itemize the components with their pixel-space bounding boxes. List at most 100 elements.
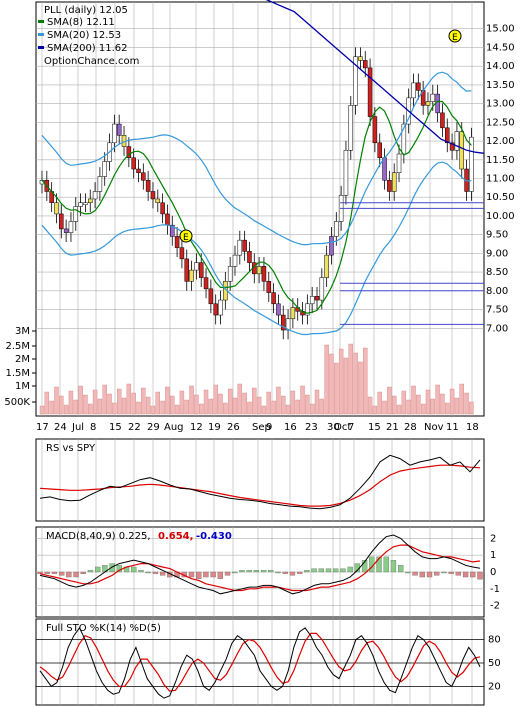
candle-body	[319, 277, 325, 301]
candle-body	[83, 202, 88, 205]
candle-body	[160, 202, 165, 215]
candle-body	[411, 82, 416, 99]
macd-y-tick: 1	[490, 550, 496, 561]
candle-body	[391, 172, 397, 192]
volume-bar	[358, 361, 363, 415]
volume-bar	[261, 405, 267, 415]
candle-body	[102, 161, 107, 177]
sto-y-tick: 80	[488, 635, 501, 646]
price-y-tick: 7.00	[486, 323, 508, 334]
rs-plot-frame	[35, 438, 485, 522]
macd-histogram-bar	[347, 566, 353, 573]
candle-body	[150, 191, 156, 200]
volume-bar	[170, 395, 175, 415]
candle-body	[87, 198, 93, 203]
rs-label: RS vs SPY	[46, 443, 96, 454]
candle-body	[155, 198, 161, 203]
macd-histogram-bar	[268, 570, 274, 573]
candle-body	[59, 213, 64, 230]
macd-histogram-bar	[66, 571, 72, 578]
volume-bar	[199, 403, 204, 415]
volume-y-tick: 3M	[15, 326, 30, 337]
date-tick: 22	[128, 422, 141, 433]
candle-body	[174, 236, 180, 248]
volume-bar	[256, 396, 262, 415]
candle-body	[126, 146, 132, 159]
candle-body	[367, 67, 373, 117]
date-tick: 26	[227, 422, 240, 433]
candle-body	[261, 266, 267, 282]
rs-panel: RS vs SPY	[35, 438, 485, 522]
volume-bar	[92, 389, 98, 415]
volume-bar	[324, 344, 329, 415]
volume-bar	[44, 391, 50, 415]
candle-body	[430, 93, 436, 102]
macd-histogram-bar	[297, 571, 303, 574]
volume-bar	[97, 398, 103, 415]
volume-bar	[218, 393, 223, 415]
price-y-tick: 15.00	[486, 24, 515, 35]
price-y-tick: 14.50	[486, 42, 515, 53]
volume-bar	[276, 386, 281, 415]
stochastic-panel: 80 50 20 Full STO %K(14) %D(5)	[35, 618, 501, 706]
candle-body	[112, 123, 117, 144]
candle-body	[213, 303, 218, 316]
candle-body	[218, 299, 223, 316]
volume-bar	[121, 397, 127, 415]
macd-histogram-bar	[51, 571, 58, 574]
legend-swatch-sma200	[38, 46, 44, 49]
macd-histogram-bar	[239, 570, 245, 573]
macd-histogram-bar	[398, 565, 404, 573]
candle-body	[194, 262, 199, 271]
macd-histogram-bar	[109, 563, 115, 573]
volume-bar	[208, 398, 214, 415]
macd-histogram-bar	[462, 571, 469, 578]
candle-body	[416, 82, 421, 91]
volume-bar	[372, 405, 378, 415]
price-y-tick: 11.00	[486, 174, 515, 185]
macd-y-tick: 2	[490, 533, 496, 544]
candle-body	[179, 247, 185, 260]
macd-signal-line	[39, 544, 481, 592]
macd-histogram-bar	[383, 556, 389, 573]
volume-bar	[237, 383, 243, 415]
volume-bar	[83, 394, 88, 415]
macd-histogram-bar	[131, 566, 137, 573]
candle-body	[73, 206, 79, 222]
candle-body	[116, 123, 122, 136]
volume-bar	[406, 399, 411, 415]
volume-bar	[469, 401, 474, 415]
volume-bar	[73, 399, 78, 415]
candle-body	[198, 262, 204, 278]
price-y-tick: 8.50	[486, 267, 508, 278]
volume-bar	[63, 404, 69, 415]
macd-label: MACD(8,40,9) 0.225,	[46, 531, 151, 542]
volume-bar	[391, 395, 397, 415]
volume-bar	[126, 383, 132, 415]
candle-body	[170, 224, 175, 237]
date-tick: Sep	[252, 422, 271, 433]
support-lines	[340, 202, 484, 325]
volume-bar	[353, 352, 358, 415]
volume-bar	[314, 389, 320, 415]
price-plot-frame	[35, 1, 485, 417]
volume-bar	[445, 402, 450, 415]
candle-body	[184, 258, 189, 282]
candle-body	[141, 172, 146, 181]
date-tick: 30	[327, 422, 340, 433]
macd-histogram-bar	[58, 571, 65, 576]
candle-body	[469, 136, 474, 192]
volume-bar	[449, 388, 455, 415]
macd-histogram-bar	[260, 570, 267, 573]
volume-y-tick: 1M	[15, 381, 30, 392]
volume-bar	[102, 384, 107, 415]
candle-body	[237, 239, 243, 256]
macd-histogram-bar	[44, 571, 50, 574]
volume-bar	[232, 397, 238, 415]
volume-bar	[203, 389, 209, 415]
macd-value-red: 0.654,	[158, 531, 193, 542]
price-y-tick: 12.50	[486, 117, 515, 128]
date-tick: Aug	[164, 422, 184, 433]
volume-bar	[440, 393, 445, 415]
